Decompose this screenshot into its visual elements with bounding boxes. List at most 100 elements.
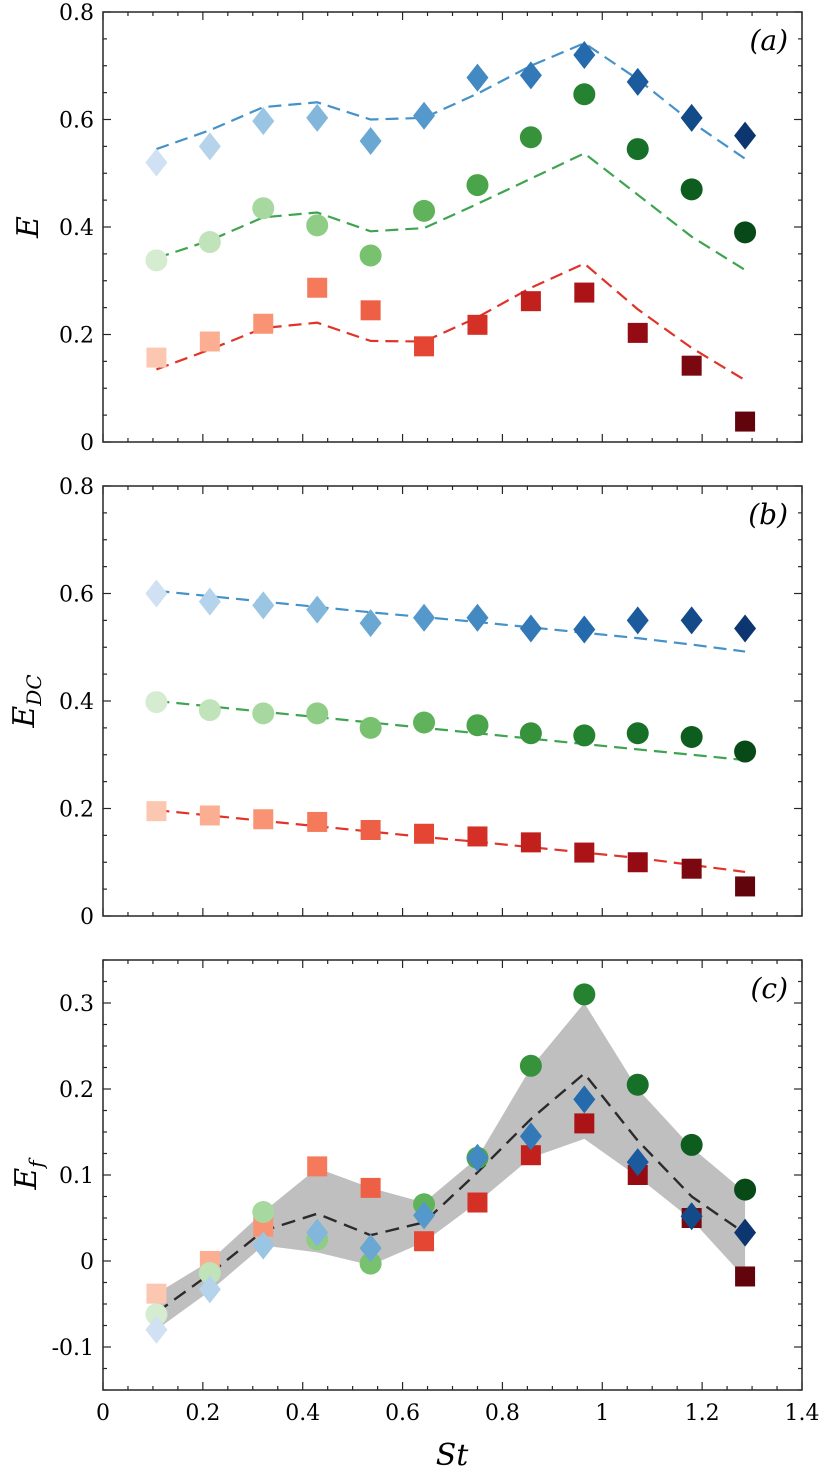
panel-a-diamond-marker	[413, 101, 436, 130]
panel-c-diamond-marker	[626, 1148, 649, 1177]
panel-a-diamond-marker	[680, 103, 703, 132]
panel-c-y-tick-label: 0.3	[59, 992, 94, 1017]
panel-b-diamond-marker	[519, 614, 542, 643]
panel-a-circle-marker	[145, 249, 168, 272]
panel-b-diamond-marker	[359, 609, 382, 638]
panel-b-circle-marker	[626, 722, 649, 745]
panel-a-circle-marker	[573, 83, 596, 106]
panel-b-circle-fit-line	[156, 699, 746, 762]
panel-a-circle-marker	[680, 178, 703, 201]
panel-c-diamond-marker	[198, 1275, 221, 1304]
panel-c-label: (c)	[750, 972, 788, 1005]
panel-b-circle-marker	[198, 699, 221, 722]
panel-c-x-tick-label: 0.4	[285, 1401, 320, 1426]
panel-c-diamond-marker	[145, 1315, 168, 1344]
panel-b-square-marker	[199, 805, 220, 826]
panel-c-x-tick-label: 1.4	[785, 1401, 820, 1426]
panel-b-label: (b)	[748, 498, 788, 531]
panel-c-diamond-marker	[306, 1218, 329, 1247]
panel-a: 0 0.2 0.4 0.6 0.8 (a) E	[11, 1, 803, 456]
panel-a-circle-marker	[413, 199, 436, 222]
panel-c-x-tick-label: 1.2	[685, 1401, 720, 1426]
panel-b-square-marker	[520, 832, 541, 853]
panel-b-diamond-marker	[198, 587, 221, 616]
panel-a-y-tick-label: 0.4	[59, 216, 94, 241]
panel-c-x-tick-label: 0.6	[385, 1401, 420, 1426]
panel-b-square-marker	[574, 842, 595, 863]
panel-b-circle-marker	[680, 726, 703, 749]
panel-c-circle-marker	[252, 1200, 275, 1223]
panel-a-y-tick-label: 0.6	[59, 109, 94, 134]
panel-b-diamond-marker	[734, 614, 757, 643]
panel-a-diamond-marker	[306, 103, 329, 132]
panel-a-square-marker	[467, 314, 488, 335]
panel-a-circle-marker	[519, 126, 542, 149]
panel-b-circle-marker	[306, 702, 329, 725]
panel-c-y-axis-title: Ef	[9, 1157, 48, 1191]
panel-b-square-fit-line	[156, 809, 746, 874]
panel-c: -0.100.10.20.3 0 0.2 0.4 0.6 0.8 1 1.2 1.4 (c) …	[9, 959, 820, 1426]
panel-b-circle-marker	[413, 711, 436, 734]
panel-c-square-marker	[467, 1192, 488, 1213]
panel-a-square-marker	[360, 300, 381, 321]
panel-b-diamond-marker	[626, 606, 649, 635]
panel-a-square-marker	[307, 277, 328, 298]
panel-b-diamond-marker	[680, 606, 703, 635]
panel-a-square-marker	[681, 355, 702, 376]
panel-c-x-tick-label: 0.8	[485, 1401, 520, 1426]
panel-c-circle-marker	[573, 983, 596, 1006]
panel-b-y-tick-label: 0.6	[59, 583, 94, 608]
panel-b-y-tick-label: 0.2	[59, 798, 94, 823]
panel-c-y-tick-label: 0.1	[59, 1164, 94, 1189]
panel-a-square-marker	[199, 331, 220, 352]
panel-a-diamond-marker	[198, 132, 221, 161]
panel-a-circle-marker	[466, 174, 489, 197]
panel-a-square-marker	[520, 291, 541, 312]
panel-c-square-marker	[574, 1113, 595, 1134]
panel-c-circle-marker	[626, 1073, 649, 1096]
panel-a-frame	[102, 11, 803, 443]
panel-a-diamond-marker	[519, 61, 542, 90]
panel-c-circle-marker	[680, 1133, 703, 1156]
panel-a-diamond-marker	[734, 121, 757, 150]
panel-b-square-marker	[360, 820, 381, 840]
panel-a-square-marker	[574, 282, 595, 303]
panel-b-diamond-marker	[573, 615, 596, 644]
panel-c-y-tick-label: 0	[80, 1250, 94, 1275]
panel-b-circle-marker	[734, 740, 757, 763]
panel-a-circle-marker	[198, 231, 221, 254]
panel-b-diamond-marker	[306, 595, 329, 624]
panel-c-circle-marker	[519, 1054, 542, 1077]
panel-c-diamond-marker	[466, 1143, 489, 1172]
panel-b-square-marker	[307, 811, 328, 832]
panel-a-circle-marker	[626, 138, 649, 161]
panel-c-circle-marker	[734, 1178, 757, 1201]
panel-b-circle-marker	[573, 724, 596, 747]
panel-a-diamond-marker	[145, 148, 168, 177]
panel-a-square-marker	[627, 322, 648, 343]
panel-c-square-marker	[735, 1266, 756, 1287]
panel-b-diamond-marker	[145, 579, 168, 608]
panel-b-y-tick-label: 0.8	[59, 475, 94, 500]
panel-b-circle-marker	[466, 714, 489, 737]
panel-c-diamond-marker	[573, 1085, 596, 1114]
panel-c-x-tick-label: 1	[595, 1401, 609, 1426]
panel-b-square-marker	[467, 826, 488, 847]
panel-b-square-marker	[627, 852, 648, 873]
panel-c-diamond-marker	[680, 1202, 703, 1231]
panel-c-square-marker	[307, 1156, 328, 1177]
panel-a-y-axis-title: E	[11, 216, 46, 239]
panel-b-y-axis-title: EDC	[7, 674, 46, 728]
panel-c-spread-band	[156, 1003, 746, 1330]
panel-c-x-tick-label: 0.2	[185, 1401, 220, 1426]
panel-a-diamond-marker	[252, 107, 275, 136]
panel-a-y-tick-label: 0	[80, 431, 94, 456]
panel-b-square-marker	[681, 858, 702, 879]
panel-a-circle-marker	[252, 197, 275, 220]
panel-c-mean-line	[155, 1071, 746, 1314]
panel-a-circle-fit-line	[156, 152, 746, 271]
panel-b-diamond-fit-line	[156, 589, 746, 653]
panel-b-y-tick-label: 0.4	[59, 690, 94, 715]
panel-a-square-marker	[735, 411, 756, 432]
